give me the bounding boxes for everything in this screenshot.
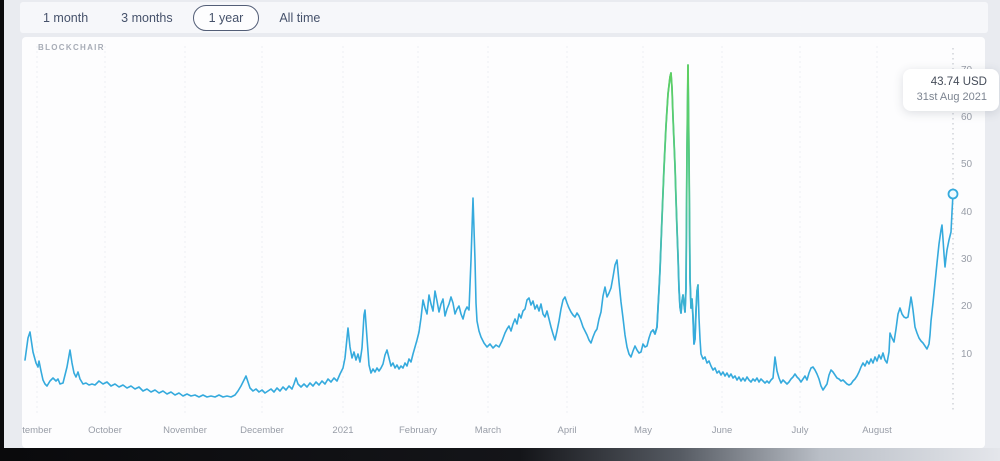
range-button-group: 1 month 3 months 1 year All time — [30, 4, 340, 31]
x-tick-2021: 2021 — [332, 425, 354, 436]
price-tooltip: 43.74 USD 31st Aug 2021 — [902, 69, 999, 111]
y-tick-40: 40 — [961, 206, 973, 218]
x-tick-may: May — [634, 425, 652, 436]
x-tick-december: December — [240, 425, 284, 436]
chart-card — [22, 37, 985, 448]
x-tick-march: March — [474, 425, 502, 436]
range-toolbar: 1 month 3 months 1 year All time — [20, 2, 988, 33]
range-button-3-months[interactable]: 3 months — [108, 5, 185, 31]
window-left-edge — [0, 0, 4, 461]
y-tick-30: 30 — [961, 254, 973, 266]
x-tick-november: November — [163, 425, 207, 436]
x-tick-tember: tember — [22, 425, 52, 436]
range-button-1-year[interactable]: 1 year — [192, 4, 260, 31]
range-button-all-time[interactable]: All time — [266, 5, 333, 31]
y-tick-20: 20 — [961, 301, 973, 313]
y-tick-50: 50 — [961, 159, 973, 171]
range-button-1-month[interactable]: 1 month — [30, 5, 101, 31]
x-tick-august: August — [862, 425, 892, 436]
y-tick-60: 60 — [961, 112, 973, 124]
window-bottom-edge — [0, 448, 1000, 461]
x-tick-april: April — [557, 425, 577, 436]
y-tick-10: 10 — [961, 348, 973, 360]
tooltip-value: 43.74 USD — [930, 76, 987, 88]
tooltip-date: 31st Aug 2021 — [916, 91, 987, 103]
blockchair-watermark: BLOCKCHAIR — [38, 43, 105, 52]
x-tick-february: February — [398, 425, 438, 436]
x-tick-july: July — [791, 425, 809, 436]
x-tick-june: June — [711, 425, 733, 436]
x-tick-october: October — [88, 425, 122, 436]
